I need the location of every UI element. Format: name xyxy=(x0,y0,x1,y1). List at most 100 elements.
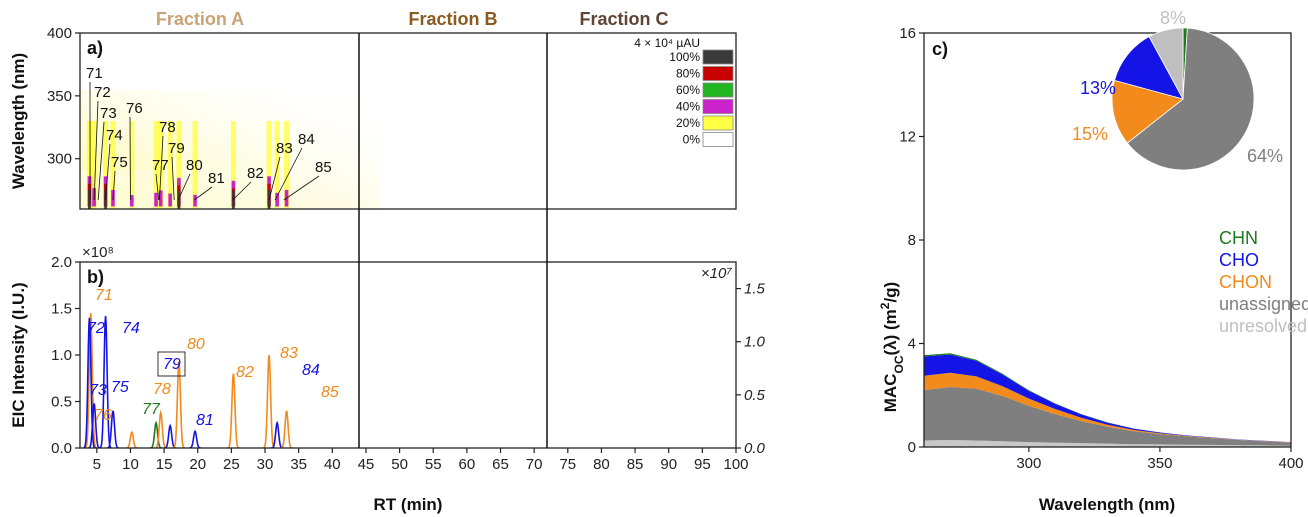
legend-swatch xyxy=(702,99,734,114)
y-tick-label: 0.5 xyxy=(51,394,72,411)
legend-label: 40% xyxy=(676,100,700,114)
area-series xyxy=(924,372,1291,443)
x-tick-label: 15 xyxy=(156,456,173,473)
area-series xyxy=(924,440,1291,447)
x-tick-label: 75 xyxy=(559,456,576,473)
y-tick-label: 12 xyxy=(899,129,916,146)
y-axis-label: MACOC(λ) (m2/g) xyxy=(878,282,906,412)
peak-leader-line xyxy=(171,156,175,201)
chromatogram-peak xyxy=(106,410,120,448)
peak-leader-line xyxy=(155,173,160,201)
heatmap-background xyxy=(80,170,360,209)
panel-c: 0 4 8 12 16 300 350 400 c) Wavelength (nm) MAC… xyxy=(878,8,1308,514)
chromatogram-peak xyxy=(189,429,202,448)
heatmap-band xyxy=(230,121,236,209)
y-tick-label: 0 xyxy=(908,439,916,456)
heatmap-band xyxy=(110,121,116,209)
heatmap-peak-label: 74 xyxy=(106,127,123,144)
chromatogram-peak xyxy=(88,403,101,448)
class-legend-label: unassigned xyxy=(1219,294,1308,314)
eic-peak-label: 79 xyxy=(163,356,181,373)
x-tick-label: 350 xyxy=(1147,455,1172,472)
heatmap-band xyxy=(284,121,290,209)
peak-leader-line xyxy=(232,181,252,201)
peak-leader-line xyxy=(274,147,303,201)
legend-label: 80% xyxy=(676,67,700,81)
eic-peak-label: 80 xyxy=(187,336,205,353)
fraction-title: Fraction A xyxy=(156,9,244,29)
pie-slice xyxy=(1148,27,1184,100)
legend-label: 20% xyxy=(676,116,700,130)
pie-slice xyxy=(1111,79,1184,144)
panel-label: b) xyxy=(87,267,104,287)
heatmap-peak-label: 78 xyxy=(159,119,176,136)
legend-label: 0% xyxy=(683,133,701,147)
legend-swatch xyxy=(702,49,734,65)
eic-peak-label: 78 xyxy=(153,381,171,398)
heatmap-band xyxy=(130,195,134,207)
x-tick-label: 10 xyxy=(122,456,139,473)
fraction-title: Fraction C xyxy=(579,9,668,29)
heatmap-band xyxy=(91,121,97,209)
x-tick-label: 40 xyxy=(324,456,341,473)
y-axis-label: Wavelength (nm) xyxy=(9,53,28,189)
heatmap-band xyxy=(266,121,272,209)
heatmap-peak-label: 84 xyxy=(298,131,315,148)
x-tick-label: 90 xyxy=(660,456,677,473)
heatmap-peak-label: 72 xyxy=(94,84,111,101)
heatmap-band xyxy=(103,121,109,209)
x-tick-label: 300 xyxy=(1016,455,1041,472)
heatmap-peak-label: 81 xyxy=(208,170,225,187)
y-tick-label: 300 xyxy=(47,151,72,168)
x-tick-label: 100 xyxy=(723,456,748,473)
heatmap-peak-label: 71 xyxy=(86,65,103,82)
eic-peak-label: 71 xyxy=(95,287,113,304)
y-tick-label: 8 xyxy=(908,232,916,249)
peak-leader-line xyxy=(105,143,111,201)
fraction-titles: Fraction A Fraction B Fraction C xyxy=(156,9,669,29)
right-y-tick-label: 0.5 xyxy=(744,387,766,404)
chromatogram-peak xyxy=(262,354,276,448)
heatmap-band xyxy=(168,193,172,207)
legend-swatch xyxy=(702,115,734,131)
fraction-title: Fraction B xyxy=(408,9,497,29)
y-tick-label: 1.0 xyxy=(51,347,72,364)
eic-peak-label: 85 xyxy=(321,384,339,401)
eic-peak-label: 72 xyxy=(87,320,105,337)
x-tick-label: 30 xyxy=(257,456,274,473)
plot-frame xyxy=(79,32,737,210)
x-tick-label: 85 xyxy=(627,456,644,473)
y-tick-label: 400 xyxy=(47,25,72,42)
heatmap-band xyxy=(167,121,173,209)
heatmap-peak-label: 80 xyxy=(186,157,203,174)
heatmap-peak-label: 75 xyxy=(111,154,128,171)
legend-swatch xyxy=(702,132,734,147)
y-tick-label: 1.5 xyxy=(51,301,72,318)
x-tick-label: 80 xyxy=(593,456,610,473)
peak-leader-line xyxy=(177,173,191,201)
eic-peak-label: 84 xyxy=(302,362,320,379)
peak-leader-line xyxy=(194,186,213,201)
heatmap-band xyxy=(158,121,164,209)
heatmap-band xyxy=(192,121,198,209)
x-axis-label: Wavelength (nm) xyxy=(1039,495,1175,514)
x-tick-label: 70 xyxy=(526,456,543,473)
class-legend-label: unresolved xyxy=(1219,316,1307,336)
eic-peak-label: 81 xyxy=(196,412,214,429)
panel-b: 0.0 0.5 1.0 1.5 2.0 0.0 0.5 1.0 1.5 5 10 15 20 25 30… xyxy=(9,209,766,514)
heatmap-band xyxy=(275,192,279,207)
heatmap-peak-label: 85 xyxy=(315,159,332,176)
area-series xyxy=(924,387,1291,446)
peak-leader-line xyxy=(93,100,99,201)
chromatogram-peak xyxy=(84,313,97,448)
pie-slice xyxy=(1126,27,1255,171)
heatmap-band xyxy=(154,192,158,207)
heatmap-peak-label: 73 xyxy=(100,105,117,122)
y-tick-label: 0.0 xyxy=(51,440,72,457)
heatmap-band xyxy=(158,190,163,207)
heatmap-peak-label: 83 xyxy=(276,140,293,157)
x-tick-label: 50 xyxy=(391,456,408,473)
peak-leader-line xyxy=(268,156,281,201)
x-tick-label: 20 xyxy=(189,456,206,473)
